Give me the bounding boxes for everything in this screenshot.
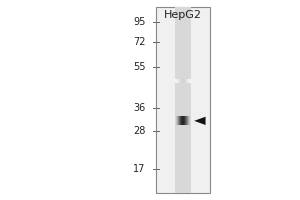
Text: 95: 95 — [133, 17, 145, 27]
Text: 55: 55 — [133, 62, 146, 72]
Text: HepG2: HepG2 — [164, 10, 202, 20]
Text: 36: 36 — [133, 103, 145, 113]
Text: 72: 72 — [133, 37, 146, 47]
Bar — [156, 7, 210, 193]
Polygon shape — [194, 117, 206, 125]
Text: 28: 28 — [133, 126, 145, 136]
Text: 17: 17 — [133, 164, 145, 174]
Bar — [175, 7, 191, 193]
